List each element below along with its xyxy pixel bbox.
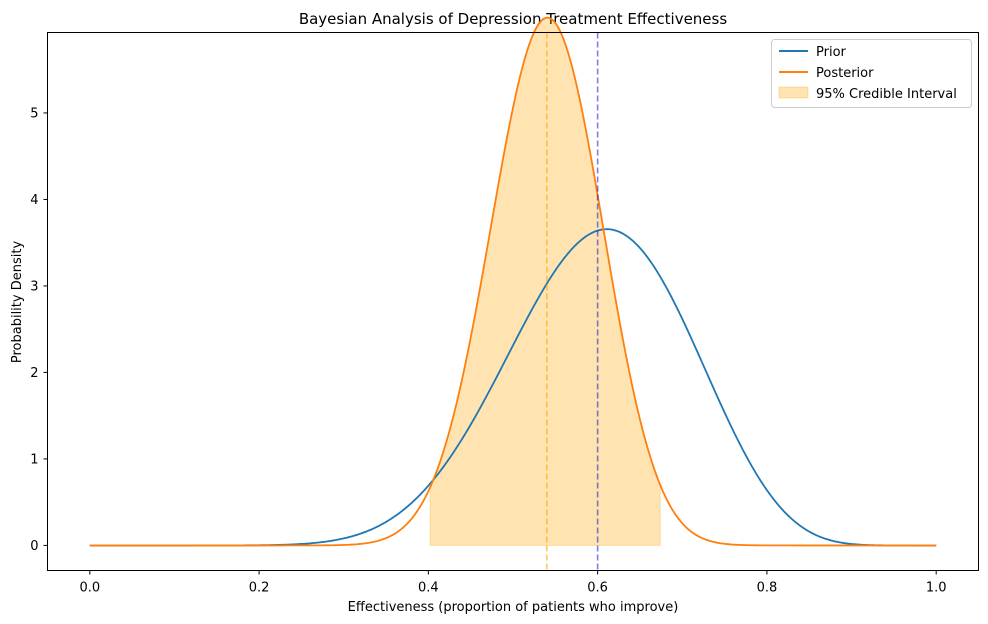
legend-interval-swatch [778, 86, 809, 99]
y-tick-label: 0 [30, 539, 38, 554]
x-axis-label: Effectiveness (proportion of patients wh… [348, 600, 679, 615]
x-tick-label: 0.0 [79, 581, 100, 596]
legend-interval-label: 95% Credible Interval [816, 87, 957, 102]
x-tick-label: 0.6 [587, 581, 608, 596]
x-tick-label: 0.4 [418, 581, 439, 596]
y-axis-label: Probability Density [10, 241, 25, 364]
y-tick-label: 3 [30, 279, 38, 294]
chart-title: Bayesian Analysis of Depression Treatmen… [299, 10, 728, 28]
x-tick-label: 0.8 [757, 581, 778, 596]
credible-interval-area [429, 17, 661, 546]
y-tick-label: 4 [30, 193, 38, 208]
y-tick-label: 1 [30, 452, 38, 467]
legend-posterior-label: Posterior [816, 66, 874, 81]
legend-prior-label: Prior [816, 45, 847, 60]
legend-frame [771, 39, 972, 108]
series-line-posterior [89, 16, 937, 547]
legend: Prior Posterior 95% Credible Interval [771, 39, 972, 108]
y-tick-label: 2 [30, 366, 38, 381]
x-tick-label: 0.2 [249, 581, 270, 596]
x-tick-label: 1.0 [926, 581, 947, 596]
plot-frame [47, 32, 979, 571]
y-tick-label: 5 [30, 106, 38, 121]
